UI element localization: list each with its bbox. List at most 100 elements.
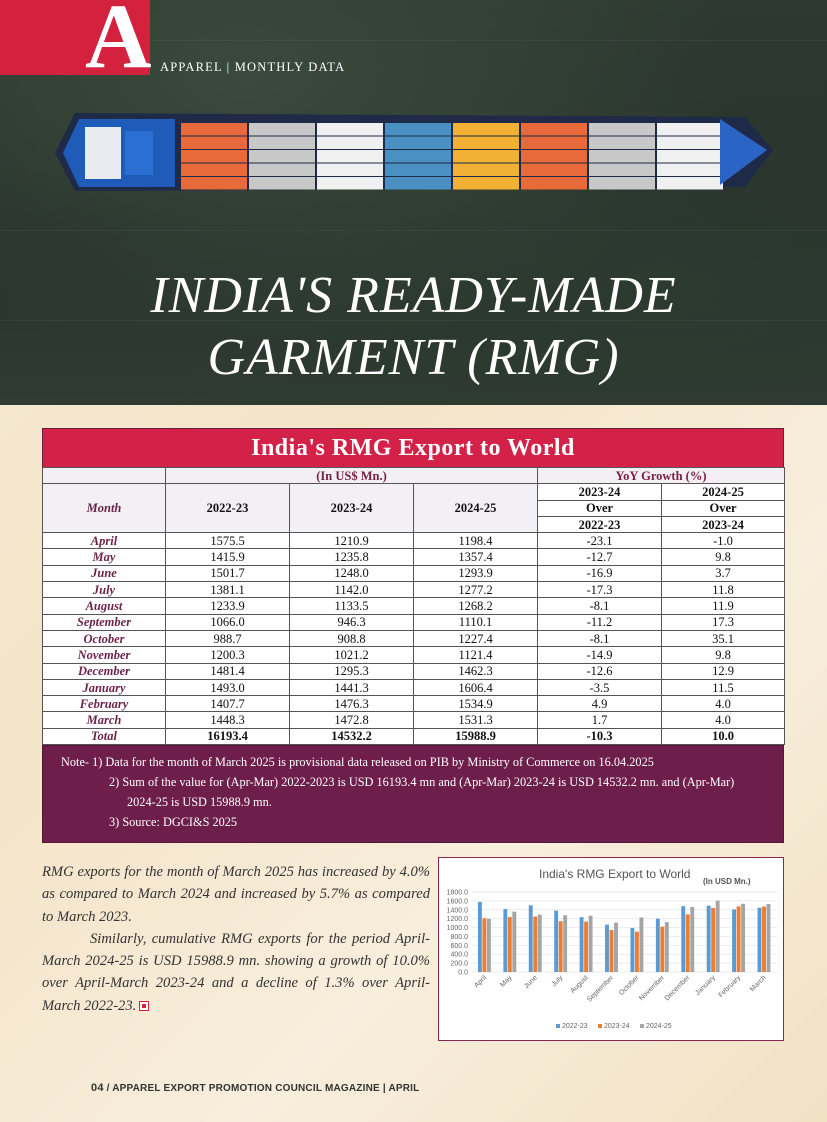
footer-text: / APPAREL EXPORT PROMOTION COUNCIL MAGAZ… [106, 1083, 420, 1094]
summary-paragraph-2: Similarly, cumulative RMG exports for th… [42, 928, 430, 1017]
year-header-1: 2022-23 [165, 483, 290, 534]
chart-bar [482, 918, 487, 972]
table-row: January 1493.0 1441.3 1606.4 -3.5 11.5 [42, 678, 786, 697]
value-cell: 1021.2 [289, 646, 414, 664]
page-title: INDIA'S READY-MADE GARMENT (RMG) [0, 265, 827, 389]
value-cell: 1407.7 [165, 695, 290, 713]
hero-banner: A APPAREL | MONTHLY DATA INDIA'S READY-M… [0, 0, 827, 405]
month-cell: April [42, 532, 166, 550]
chart-legend-label: 2022-23 [562, 1023, 588, 1030]
value-cell: -16.9 [537, 564, 663, 583]
total-y3: 15988.9 [412, 727, 539, 746]
chart-legend-swatch [598, 1024, 602, 1028]
month-cell: May [42, 548, 166, 566]
chart-title: India's RMG Export to World [539, 867, 690, 881]
value-cell: 4.9 [537, 695, 663, 713]
chart-bar [533, 916, 538, 972]
chart-bar [634, 931, 639, 972]
growth-col2-top: 2024-25 [661, 483, 786, 501]
growth-col2-mid: Over [661, 499, 786, 517]
value-cell: 1357.4 [412, 548, 539, 566]
table-row: March 1448.3 1472.8 1531.3 1.7 4.0 [42, 711, 786, 729]
magazine-logo: A [0, 0, 151, 82]
chart-bar [639, 917, 644, 972]
month-cell: January [42, 678, 166, 697]
value-cell: 11.9 [661, 597, 786, 615]
unit-header: (In US$ Mn.) [164, 466, 539, 485]
value-cell: 988.7 [165, 629, 290, 648]
value-cell: 17.3 [661, 613, 786, 631]
value-cell: -8.1 [537, 629, 663, 648]
export-table-section: India's RMG Export to World (In US$ Mn.)… [42, 428, 786, 844]
value-cell: 11.8 [661, 581, 786, 599]
chart-xtick-label: November [638, 974, 666, 1002]
total-g1: -10.3 [537, 727, 663, 746]
chart-bar [766, 903, 771, 972]
chart-bar [685, 914, 690, 972]
value-cell: 1110.1 [412, 613, 539, 631]
chart-ytick-label: 1200.0 [447, 916, 469, 923]
value-cell: -14.9 [537, 646, 663, 664]
container-ship-image [55, 113, 773, 191]
total-g2: 10.0 [661, 727, 786, 746]
growth-header: YoY Growth (%) [537, 466, 786, 485]
chart-bar [537, 914, 542, 972]
value-cell: 9.8 [661, 548, 786, 566]
total-y2: 14532.2 [289, 727, 414, 746]
chart-legend-swatch [556, 1024, 560, 1028]
export-chart: India's RMG Export to World (In USD Mn.) 1… [438, 857, 784, 1041]
value-cell: 4.0 [661, 695, 786, 713]
chart-ytick-label: 600.0 [450, 943, 468, 950]
chart-bar [554, 910, 559, 972]
page-footer: 04 / APPAREL EXPORT PROMOTION COUNCIL MA… [91, 1082, 419, 1094]
total-label: Total [42, 727, 166, 746]
month-cell: December [42, 662, 166, 680]
chart-bar [605, 924, 609, 972]
value-cell: 1476.3 [289, 695, 414, 713]
title-line-1: INDIA'S READY-MADE [150, 267, 677, 324]
chart-xtick-label: October [618, 974, 641, 997]
value-cell: 9.8 [661, 646, 786, 664]
chart-bar [660, 926, 665, 972]
chart-bar [715, 900, 720, 972]
growth-col2-bottom: 2023-24 [661, 515, 786, 534]
chart-bar [681, 906, 686, 972]
value-cell: 11.5 [661, 678, 786, 697]
table-row: July 1381.1 1142.0 1277.2 -17.3 11.8 [42, 581, 786, 599]
note-2b: 2024-25 is USD 15988.9 mn. [127, 795, 272, 810]
chart-xtick-label: September [586, 974, 616, 1004]
chart-xtick-label: August [569, 974, 589, 994]
chart-ytick-label: 400.0 [450, 952, 468, 959]
value-cell: 1501.7 [165, 564, 290, 583]
chart-ytick-label: 1800.0 [447, 890, 469, 897]
table-title: India's RMG Export to World [42, 428, 784, 467]
value-cell: -1.0 [661, 532, 786, 550]
chart-ytick-label: 1600.0 [447, 898, 469, 905]
month-cell: February [42, 695, 166, 713]
title-line-2: GARMENT (RMG) [207, 329, 620, 386]
chart-bar [690, 907, 695, 972]
value-cell: 1200.3 [165, 646, 290, 664]
note-2a: 2) Sum of the value for (Apr-Mar) 2022-2… [109, 775, 735, 790]
note-1: Note- 1) Data for the month of March 202… [61, 755, 654, 770]
total-row: Total 16193.4 14532.2 15988.9 -10.3 10.0 [42, 727, 786, 746]
growth-col1-top: 2023-24 [537, 483, 663, 501]
table-row: May 1415.9 1235.8 1357.4 -12.7 9.8 [42, 548, 786, 566]
month-cell: July [42, 581, 166, 599]
value-cell: 1277.2 [412, 581, 539, 599]
chart-bar [609, 929, 614, 972]
month-cell: June [42, 564, 166, 583]
value-cell: 1121.4 [412, 646, 539, 664]
month-cell: March [42, 711, 166, 729]
chart-bar [762, 906, 766, 972]
chart-bar [558, 921, 563, 972]
value-cell: 1.7 [537, 711, 663, 729]
value-cell: 1493.0 [165, 678, 290, 697]
chart-bar [579, 917, 584, 972]
table-row: December 1481.4 1295.3 1462.3 -12.6 12.9 [42, 662, 786, 680]
growth-col1-bottom: 2022-23 [537, 515, 663, 534]
chart-bar [477, 901, 482, 972]
value-cell: 1448.3 [165, 711, 290, 729]
chart-xtick-label: February [718, 974, 743, 999]
chart-bar [563, 915, 568, 972]
